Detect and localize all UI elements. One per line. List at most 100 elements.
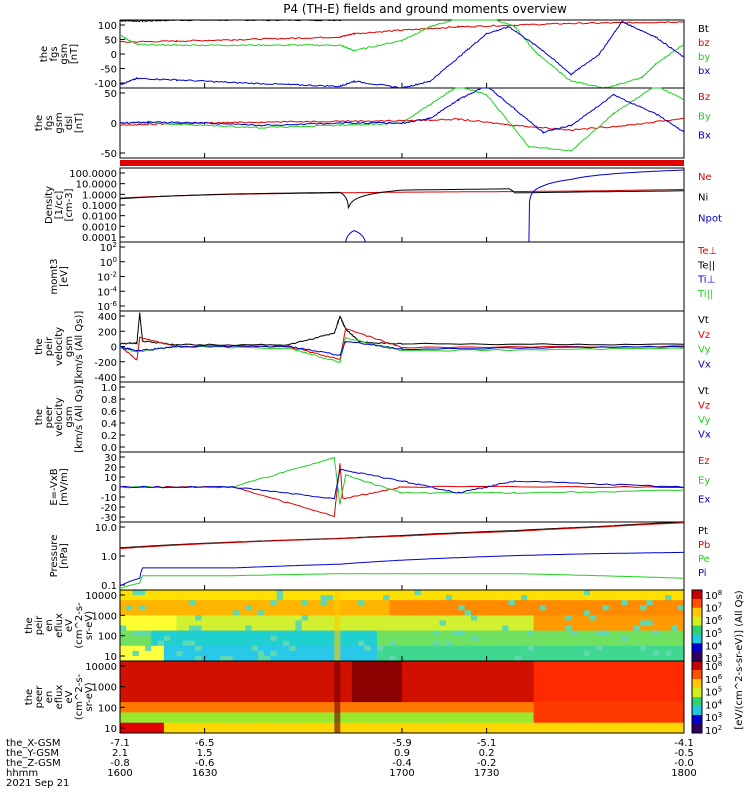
heatmap-cell bbox=[539, 645, 547, 652]
heatmap-cell bbox=[402, 615, 409, 621]
heatmap-cell bbox=[608, 635, 616, 642]
heatmap-cell bbox=[370, 712, 378, 719]
heatmap-cell bbox=[621, 645, 629, 652]
heatmap-cell bbox=[452, 681, 459, 688]
heatmap-cell bbox=[633, 650, 641, 657]
heatmap-cell bbox=[138, 717, 146, 724]
heatmap-cell bbox=[214, 686, 221, 693]
heatmap-cell bbox=[245, 676, 253, 683]
heatmap-cell bbox=[270, 650, 278, 657]
heatmap-cell bbox=[483, 707, 491, 713]
heatmap-cell bbox=[151, 671, 159, 677]
heatmap-cell bbox=[383, 655, 390, 662]
heatmap-cell bbox=[489, 620, 497, 626]
heatmap-cell bbox=[282, 702, 290, 708]
heatmap-cell bbox=[151, 727, 159, 734]
legend-entry-pe: Pe bbox=[698, 554, 710, 565]
heatmap-cell bbox=[577, 727, 585, 734]
heatmap-cell bbox=[226, 655, 234, 662]
heatmap-cell bbox=[414, 615, 422, 621]
heatmap-cell bbox=[163, 691, 171, 698]
heatmap-cell bbox=[370, 590, 378, 596]
heatmap-cell bbox=[201, 697, 209, 703]
heatmap-cell bbox=[477, 727, 484, 734]
heatmap-cell bbox=[201, 717, 209, 724]
heatmap-cell bbox=[658, 722, 666, 729]
heatmap-cell bbox=[264, 691, 271, 698]
heatmap-cell bbox=[138, 727, 146, 734]
heatmap-cell bbox=[552, 717, 560, 724]
heatmap-cell bbox=[502, 717, 510, 724]
x-row-value: -7.1 bbox=[110, 738, 130, 749]
heatmap-cell bbox=[195, 686, 202, 693]
heatmap-cell bbox=[646, 697, 654, 703]
heatmap-cell bbox=[583, 635, 591, 642]
heatmap-cell bbox=[188, 615, 196, 621]
heatmap-cell bbox=[170, 681, 177, 688]
heatmap-cell bbox=[245, 717, 253, 724]
heatmap-cell bbox=[389, 666, 397, 672]
heatmap-cell bbox=[182, 605, 190, 611]
heatmap-cell bbox=[301, 645, 309, 652]
series-bz bbox=[119, 117, 685, 132]
y-tick-label: 20 bbox=[104, 463, 117, 474]
heatmap-cell bbox=[358, 600, 365, 606]
heatmap-cell bbox=[602, 645, 610, 652]
heatmap-cell bbox=[232, 691, 240, 698]
heatmap-cell bbox=[195, 707, 202, 713]
heatmap-cell bbox=[163, 625, 171, 632]
heatmap-cell bbox=[483, 590, 491, 596]
heatmap-cell bbox=[257, 712, 265, 719]
heatmap-cell bbox=[408, 605, 416, 611]
heatmap-cell bbox=[376, 676, 384, 683]
colorbar-tick-label: 108 bbox=[705, 660, 722, 673]
heatmap-cell bbox=[226, 600, 234, 606]
heatmap-cell bbox=[621, 661, 629, 667]
heatmap-cell bbox=[182, 600, 190, 606]
heatmap-cell bbox=[477, 630, 484, 637]
heatmap-cell bbox=[452, 630, 459, 637]
y-tick-label: 0.0001 bbox=[82, 233, 117, 244]
heatmap-cell bbox=[433, 727, 441, 734]
heatmap-cell bbox=[577, 590, 585, 596]
heatmap-cell bbox=[564, 702, 572, 708]
heatmap-cell bbox=[508, 640, 516, 647]
heatmap-cell bbox=[521, 661, 528, 667]
heatmap-cell bbox=[671, 645, 679, 652]
heatmap-cell bbox=[546, 645, 553, 652]
heatmap-cell bbox=[590, 686, 597, 693]
heatmap-cell bbox=[439, 712, 447, 719]
heatmap-cell bbox=[345, 681, 353, 688]
heatmap-cell bbox=[163, 727, 171, 734]
heatmap-cell bbox=[658, 595, 666, 601]
heatmap-cell bbox=[301, 635, 309, 642]
heatmap-cell bbox=[496, 722, 503, 729]
heatmap-cell bbox=[533, 645, 541, 652]
heatmap-cell bbox=[289, 645, 296, 652]
heatmap-cell bbox=[163, 645, 171, 652]
heatmap-cell bbox=[496, 655, 503, 662]
heatmap-cell bbox=[658, 640, 666, 647]
heatmap-cell bbox=[264, 722, 271, 729]
heatmap-cell bbox=[308, 590, 315, 596]
heatmap-cell bbox=[533, 600, 541, 606]
heatmap-cell bbox=[358, 645, 365, 652]
heatmap-cell bbox=[276, 590, 284, 596]
heatmap-cell bbox=[201, 707, 209, 713]
heatmap-cell bbox=[257, 635, 265, 642]
heatmap-cell bbox=[351, 635, 359, 642]
heatmap-cell bbox=[546, 702, 553, 708]
heatmap-cell bbox=[658, 681, 666, 688]
heatmap-cell bbox=[521, 650, 528, 657]
heatmap-cell bbox=[364, 635, 372, 642]
heatmap-cell bbox=[220, 686, 228, 693]
heatmap-cell bbox=[546, 681, 553, 688]
heatmap-cell bbox=[220, 712, 228, 719]
heatmap-cell bbox=[276, 661, 284, 667]
heatmap-cell bbox=[564, 645, 572, 652]
heatmap-cell bbox=[571, 650, 578, 657]
heatmap-cell bbox=[452, 600, 459, 606]
heatmap-cell bbox=[207, 702, 215, 708]
heatmap-cell bbox=[458, 717, 466, 724]
heatmap-cell bbox=[539, 691, 547, 698]
